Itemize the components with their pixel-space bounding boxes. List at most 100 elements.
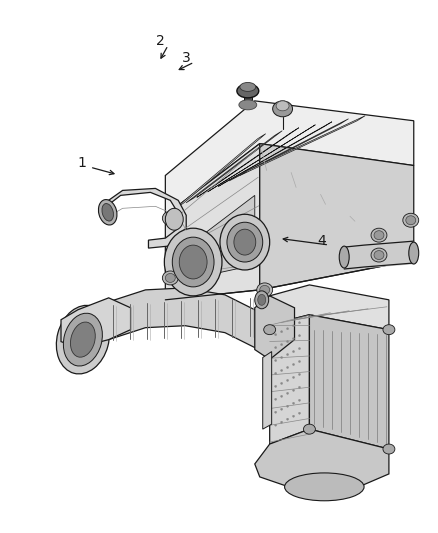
Ellipse shape [276,101,289,111]
Ellipse shape [264,325,276,335]
Ellipse shape [260,285,270,294]
Ellipse shape [71,322,95,357]
Polygon shape [263,352,272,429]
Ellipse shape [57,305,110,374]
Ellipse shape [165,214,175,223]
Ellipse shape [281,344,283,345]
Ellipse shape [339,246,349,268]
Ellipse shape [383,325,395,335]
Ellipse shape [298,335,300,337]
Ellipse shape [281,357,283,359]
Polygon shape [270,285,389,330]
Ellipse shape [240,83,256,92]
Ellipse shape [275,424,277,426]
Ellipse shape [371,248,387,262]
Ellipse shape [286,405,289,407]
Polygon shape [260,144,414,290]
Ellipse shape [286,328,289,330]
Ellipse shape [102,204,113,221]
Ellipse shape [286,379,289,382]
Ellipse shape [293,389,294,391]
Ellipse shape [374,231,384,240]
Ellipse shape [234,229,256,255]
Ellipse shape [258,294,266,305]
Ellipse shape [275,346,277,349]
Ellipse shape [281,382,283,384]
Polygon shape [309,315,389,449]
Ellipse shape [286,392,289,394]
Ellipse shape [162,271,178,285]
Ellipse shape [374,251,384,260]
Ellipse shape [298,348,300,350]
Ellipse shape [281,408,283,410]
Polygon shape [186,131,282,203]
Polygon shape [185,196,255,280]
Ellipse shape [165,273,175,282]
Ellipse shape [286,418,289,420]
Ellipse shape [275,360,277,361]
Ellipse shape [298,360,300,362]
Ellipse shape [164,228,222,296]
Ellipse shape [371,228,387,242]
Ellipse shape [298,386,300,389]
Ellipse shape [293,337,294,340]
Ellipse shape [281,330,283,333]
Ellipse shape [293,351,294,352]
Ellipse shape [293,376,294,378]
Polygon shape [255,429,389,489]
Ellipse shape [403,213,419,227]
Ellipse shape [275,385,277,387]
Ellipse shape [275,334,277,336]
Ellipse shape [179,245,207,279]
Ellipse shape [298,412,300,414]
Ellipse shape [286,353,289,356]
Text: 3: 3 [182,51,191,65]
Ellipse shape [275,411,277,413]
Ellipse shape [275,398,277,400]
Polygon shape [165,144,260,300]
Ellipse shape [239,100,257,110]
Polygon shape [165,101,414,215]
Polygon shape [255,296,294,360]
Polygon shape [61,298,131,348]
Polygon shape [109,288,270,360]
Ellipse shape [293,402,294,404]
Ellipse shape [275,373,277,375]
Ellipse shape [257,283,273,297]
Ellipse shape [286,367,289,368]
Polygon shape [229,119,349,181]
Ellipse shape [293,325,294,327]
Ellipse shape [227,222,263,262]
Polygon shape [270,315,309,444]
Ellipse shape [281,395,283,397]
Ellipse shape [298,374,300,375]
Ellipse shape [162,211,178,225]
Ellipse shape [237,84,259,98]
Polygon shape [244,97,252,105]
Polygon shape [240,116,365,175]
Ellipse shape [298,399,300,401]
Polygon shape [175,134,266,208]
Polygon shape [208,125,315,192]
Ellipse shape [255,291,268,309]
Text: 2: 2 [156,34,165,48]
Ellipse shape [220,214,270,270]
Ellipse shape [406,216,416,225]
Ellipse shape [286,341,289,343]
Ellipse shape [281,421,283,423]
Ellipse shape [172,237,214,287]
Ellipse shape [99,199,117,225]
Ellipse shape [285,473,364,501]
Polygon shape [197,128,299,197]
Ellipse shape [293,415,294,417]
Ellipse shape [409,242,419,264]
Ellipse shape [281,369,283,372]
Ellipse shape [383,444,395,454]
Ellipse shape [298,322,300,324]
Text: 4: 4 [317,234,325,248]
Text: 1: 1 [78,156,86,170]
Ellipse shape [165,208,183,230]
Polygon shape [106,188,186,248]
Ellipse shape [293,364,294,366]
Ellipse shape [304,424,315,434]
